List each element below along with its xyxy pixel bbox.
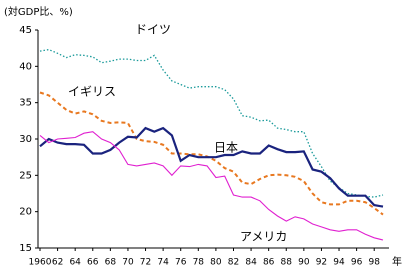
x-tick-label: 84 <box>245 258 257 268</box>
x-tick-label: 92 <box>316 258 327 268</box>
series-label: アメリカ <box>240 230 287 244</box>
x-tick-label: 82 <box>228 258 239 268</box>
series-line <box>39 126 384 208</box>
x-tick-label: 66 <box>87 258 99 268</box>
x-tick-label: 1960 <box>29 258 52 268</box>
x-tick-label: 64 <box>69 258 81 268</box>
x-tick-label: 72 <box>140 258 151 268</box>
y-tick-label: 40 <box>19 61 32 72</box>
x-tick-label: 76 <box>175 258 187 268</box>
y-tick-label: 25 <box>19 170 32 181</box>
x-axis-label: 年 <box>392 255 402 268</box>
series-label: イギリス <box>68 85 116 99</box>
x-tick-label: 74 <box>157 258 169 268</box>
series-line <box>39 48 384 198</box>
series-line <box>39 91 384 216</box>
series-label: ドイツ <box>135 23 171 37</box>
y-tick-label: 20 <box>19 207 32 218</box>
y-tick-label: 45 <box>19 25 32 36</box>
x-tick-label: 80 <box>210 258 222 268</box>
y-tick-label: 35 <box>19 98 32 109</box>
x-tick-label: 94 <box>333 258 345 268</box>
x-tick-label: 62 <box>52 258 63 268</box>
x-tick-label: 96 <box>351 258 363 268</box>
x-tick-label: 86 <box>263 258 275 268</box>
x-tick-label: 90 <box>298 258 310 268</box>
x-tick-label: 70 <box>122 258 134 268</box>
y-tick-label: 30 <box>19 134 32 145</box>
series-line <box>39 131 384 241</box>
x-tick-label: 78 <box>193 258 205 268</box>
x-tick-label: 88 <box>281 258 293 268</box>
y-axis-label: (対GDP比、%) <box>4 5 73 18</box>
y-tick-label: 15 <box>19 243 32 254</box>
x-tick-label: 98 <box>368 258 380 268</box>
series-label: 日本 <box>214 141 238 155</box>
x-tick-label: 68 <box>105 258 117 268</box>
